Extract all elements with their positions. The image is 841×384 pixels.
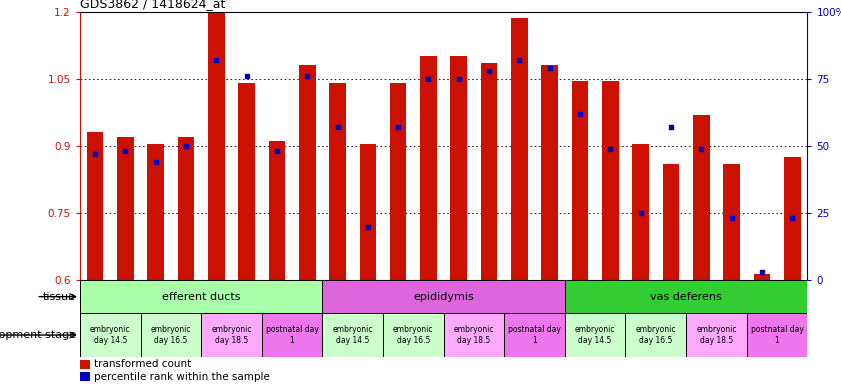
Point xyxy=(664,124,678,130)
Point xyxy=(88,151,102,157)
Bar xyxy=(626,313,686,357)
Point xyxy=(300,73,314,79)
Bar xyxy=(117,137,134,280)
Bar xyxy=(80,280,322,313)
Point xyxy=(513,57,526,63)
Point xyxy=(149,159,162,165)
Point xyxy=(179,143,193,149)
Bar xyxy=(238,83,255,280)
Point xyxy=(270,148,283,154)
Bar xyxy=(565,313,626,357)
Bar xyxy=(663,164,680,280)
Point xyxy=(604,146,617,152)
Bar xyxy=(322,313,383,357)
Bar xyxy=(390,83,406,280)
Bar xyxy=(451,56,467,280)
Text: embryonic
day 14.5: embryonic day 14.5 xyxy=(332,325,373,345)
Bar xyxy=(299,65,315,280)
Point xyxy=(240,73,253,79)
Bar xyxy=(80,359,90,369)
Text: embryonic
day 16.5: embryonic day 16.5 xyxy=(393,325,434,345)
Text: embryonic
day 18.5: embryonic day 18.5 xyxy=(453,325,495,345)
Bar xyxy=(511,18,528,280)
Bar xyxy=(723,164,740,280)
Text: efferent ducts: efferent ducts xyxy=(161,291,241,302)
Bar xyxy=(602,81,619,280)
Point xyxy=(119,148,132,154)
Text: epididymis: epididymis xyxy=(413,291,474,302)
Point xyxy=(634,210,648,216)
Bar xyxy=(329,83,346,280)
Bar xyxy=(87,132,103,280)
Point xyxy=(361,223,374,230)
Bar xyxy=(177,137,194,280)
Text: GDS3862 / 1418624_at: GDS3862 / 1418624_at xyxy=(80,0,225,10)
Text: transformed count: transformed count xyxy=(93,359,191,369)
Text: postnatal day
1: postnatal day 1 xyxy=(508,325,561,345)
Text: embryonic
day 16.5: embryonic day 16.5 xyxy=(636,325,676,345)
Point xyxy=(331,124,344,130)
Bar xyxy=(542,65,558,280)
Point xyxy=(452,76,466,82)
Point xyxy=(574,111,587,117)
Bar xyxy=(747,313,807,357)
Point xyxy=(785,215,799,222)
Text: embryonic
day 14.5: embryonic day 14.5 xyxy=(575,325,616,345)
Point xyxy=(695,146,708,152)
Bar xyxy=(147,144,164,280)
Bar xyxy=(444,313,505,357)
Bar xyxy=(208,12,225,280)
Text: postnatal day
1: postnatal day 1 xyxy=(266,325,319,345)
Text: embryonic
day 16.5: embryonic day 16.5 xyxy=(151,325,191,345)
Bar xyxy=(80,372,90,381)
Bar xyxy=(565,280,807,313)
Bar xyxy=(201,313,262,357)
Point xyxy=(391,124,405,130)
Bar xyxy=(505,313,565,357)
Bar xyxy=(784,157,801,280)
Point xyxy=(725,215,738,222)
Text: percentile rank within the sample: percentile rank within the sample xyxy=(93,372,270,382)
Bar xyxy=(693,114,710,280)
Bar xyxy=(322,280,565,313)
Text: development stage: development stage xyxy=(0,330,76,340)
Text: tissue: tissue xyxy=(43,291,76,302)
Bar xyxy=(686,313,747,357)
Text: embryonic
day 18.5: embryonic day 18.5 xyxy=(696,325,737,345)
Bar xyxy=(359,144,376,280)
Bar xyxy=(140,313,201,357)
Point xyxy=(543,65,557,71)
Point xyxy=(483,68,496,74)
Text: embryonic
day 14.5: embryonic day 14.5 xyxy=(90,325,130,345)
Bar xyxy=(754,273,770,280)
Bar xyxy=(268,141,285,280)
Text: vas deferens: vas deferens xyxy=(650,291,722,302)
Bar xyxy=(572,81,589,280)
Bar xyxy=(481,63,497,280)
Point xyxy=(755,269,769,275)
Bar xyxy=(420,56,436,280)
Text: postnatal day
1: postnatal day 1 xyxy=(751,325,803,345)
Bar xyxy=(80,313,140,357)
Bar xyxy=(383,313,444,357)
Point xyxy=(421,76,435,82)
Bar xyxy=(262,313,322,357)
Point xyxy=(209,57,223,63)
Text: embryonic
day 18.5: embryonic day 18.5 xyxy=(211,325,251,345)
Bar xyxy=(632,144,649,280)
